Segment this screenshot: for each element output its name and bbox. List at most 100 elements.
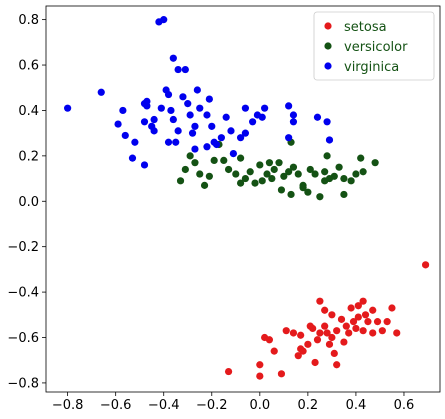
data-point-setosa [316, 297, 324, 305]
data-point-virginica [131, 138, 139, 146]
data-point-versicolor [220, 156, 228, 164]
data-point-versicolor [270, 165, 278, 174]
data-point-virginica [164, 138, 173, 146]
legend-label-setosa: setosa [344, 20, 387, 35]
data-point-setosa [277, 370, 286, 378]
data-point-virginica [241, 129, 250, 137]
data-point-setosa [321, 306, 329, 314]
data-point-setosa [297, 331, 305, 339]
x-tick-label: 0.4 [346, 398, 367, 413]
legend-box [313, 11, 435, 81]
data-point-virginica [222, 113, 230, 121]
legend: setosa versicolor virginica [313, 11, 435, 81]
data-point-virginica [179, 93, 187, 101]
legend-marker-virginica [324, 62, 332, 70]
data-point-virginica [114, 120, 122, 128]
data-point-virginica [181, 65, 189, 74]
data-point-virginica [97, 88, 105, 96]
data-point-versicolor [268, 174, 276, 183]
data-point-virginica [140, 161, 149, 169]
data-point-versicolor [306, 165, 314, 174]
data-point-setosa [349, 318, 358, 326]
y-tick-label: 0.6 [18, 59, 39, 74]
data-point-setosa [316, 329, 324, 337]
data-point-versicolor [321, 168, 329, 176]
x-tick-label: 0.0 [249, 398, 270, 413]
data-point-setosa [330, 349, 338, 357]
data-point-versicolor [246, 168, 254, 176]
data-point-setosa [333, 327, 341, 335]
legend-marker-setosa [324, 22, 332, 30]
data-point-virginica [150, 115, 158, 124]
data-point-virginica [236, 134, 245, 142]
points-layer [64, 16, 430, 380]
y-tick-label: −0.2 [7, 240, 39, 255]
data-point-versicolor [280, 172, 288, 180]
data-point-versicolor [340, 190, 348, 199]
data-point-virginica [172, 138, 180, 146]
data-point-setosa [328, 333, 336, 342]
data-point-setosa [224, 367, 233, 376]
data-point-versicolor [265, 159, 274, 167]
x-tick-label: −0.6 [100, 398, 132, 413]
data-point-setosa [364, 318, 372, 326]
data-point-virginica [157, 104, 165, 112]
data-point-setosa [421, 261, 430, 269]
data-point-versicolor [347, 177, 355, 185]
data-point-versicolor [236, 154, 245, 162]
data-point-setosa [256, 372, 264, 380]
data-point-virginica [289, 118, 298, 126]
plot-frame [45, 5, 441, 393]
data-point-setosa [328, 311, 336, 319]
data-point-virginica [325, 136, 334, 144]
data-point-setosa [345, 329, 353, 337]
x-tick-label: −0.2 [196, 398, 228, 413]
data-point-versicolor [352, 170, 360, 178]
data-point-versicolor [256, 161, 264, 169]
data-point-setosa [289, 329, 298, 337]
data-point-setosa [311, 358, 319, 367]
data-point-setosa [354, 313, 362, 321]
data-point-virginica [313, 113, 322, 121]
data-point-virginica [258, 113, 266, 121]
data-point-versicolor [371, 159, 379, 167]
data-point-versicolor [200, 181, 209, 189]
data-point-versicolor [210, 156, 218, 164]
data-point-versicolor [335, 163, 343, 171]
data-point-setosa [347, 304, 355, 312]
data-point-virginica [285, 102, 293, 110]
data-point-virginica [160, 16, 168, 24]
legend-label-versicolor: versicolor [344, 40, 408, 55]
data-point-virginica [217, 134, 225, 142]
data-point-setosa [304, 340, 312, 348]
data-point-setosa [313, 336, 322, 344]
data-point-versicolor [325, 174, 334, 183]
data-point-setosa [361, 311, 370, 319]
data-point-versicolor [196, 170, 204, 178]
data-point-versicolor [251, 179, 259, 187]
data-point-virginica [119, 106, 127, 115]
data-point-virginica [188, 129, 197, 137]
data-point-virginica [64, 104, 72, 112]
data-point-versicolor [275, 159, 283, 167]
data-point-versicolor [287, 190, 295, 199]
data-point-setosa [369, 306, 377, 314]
x-tick-label: −0.8 [52, 398, 84, 413]
x-tick-label: 0.2 [298, 398, 319, 413]
data-point-virginica [289, 111, 298, 119]
data-point-virginica [150, 127, 158, 135]
data-point-setosa [299, 347, 307, 355]
data-point-virginica [191, 145, 199, 153]
data-point-setosa [388, 304, 396, 312]
data-point-versicolor [224, 165, 233, 174]
data-point-setosa [354, 302, 362, 310]
data-point-versicolor [263, 170, 271, 178]
data-point-virginica [169, 115, 177, 124]
y-tick-label: −0.8 [7, 376, 39, 391]
data-point-versicolor [304, 188, 312, 196]
data-point-versicolor [323, 152, 331, 160]
data-point-virginica [229, 149, 237, 158]
data-point-virginica [241, 104, 250, 112]
data-point-versicolor [299, 184, 307, 192]
